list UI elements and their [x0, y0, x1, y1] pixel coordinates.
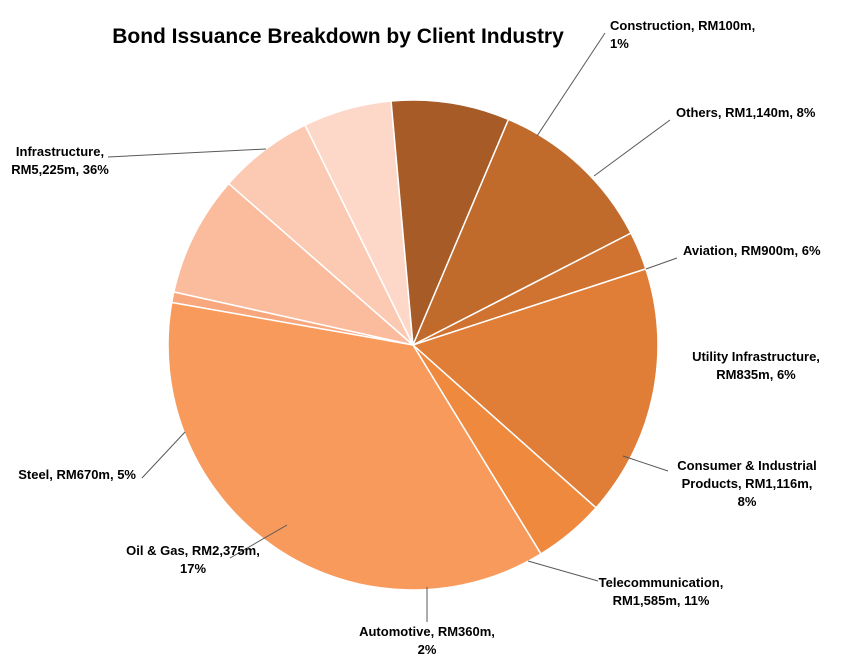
pie-slice-consumer-industrial-products [390, 99, 510, 346]
leader-line-consumer-industrial-products [622, 455, 669, 472]
data-label-line: Others, RM1,140m, 8% [676, 105, 816, 120]
data-label-line: Oil & Gas, RM2,375m, [126, 543, 260, 558]
leader-line-steel [141, 431, 186, 479]
data-label-line: Telecommunication, [599, 575, 724, 590]
data-label-line: RM1,585m, 11% [613, 593, 710, 608]
data-label-construction: Construction, RM100m, 1% [610, 18, 755, 51]
data-label-line: Infrastructure, [16, 144, 104, 159]
data-label-line: Automotive, RM360m, [359, 624, 495, 639]
leader-lines [107, 32, 678, 622]
data-label-telecommunication: Telecommunication, RM1,585m, 11% [599, 575, 724, 608]
data-label-line: Products, RM1,116m, [682, 476, 813, 491]
data-label-line: Utility Infrastructure, [692, 349, 820, 364]
data-label-automotive: Automotive, RM360m, 2% [359, 624, 495, 657]
data-label-steel: Steel, RM670m, 5% [18, 467, 136, 482]
leader-line-aviation [645, 257, 678, 270]
leader-line-construction [536, 32, 606, 137]
leader-line-oil-gas [229, 524, 288, 559]
leader-line-telecommunication [527, 560, 599, 582]
pie-slices [167, 99, 659, 591]
data-label-line: 2% [418, 642, 437, 657]
data-label-infrastructure: Infrastructure, RM5,225m, 36% [11, 144, 109, 177]
data-label-line: RM835m, 6% [716, 367, 796, 382]
data-label-line: Consumer & Industrial [677, 458, 816, 473]
data-label-oil-gas: Oil & Gas, RM2,375m, 17% [126, 543, 260, 576]
pie-slice-others [172, 182, 414, 346]
pie-slice-telecommunication [411, 118, 632, 347]
data-label-utility-infrastructure: Utility Infrastructure, RM835m, 6% [692, 349, 820, 382]
pie-slice-infrastructure [167, 301, 542, 591]
leader-line-others [593, 119, 671, 177]
data-label-line: Steel, RM670m, 5% [18, 467, 136, 482]
data-label-consumer-industrial-products: Consumer & Industrial Products, RM1,116m,… [677, 458, 816, 509]
data-label-others: Others, RM1,140m, 8% [676, 105, 816, 120]
data-label-line: 17% [180, 561, 206, 576]
data-label-line: RM5,225m, 36% [11, 162, 109, 177]
pie-slice-oil-gas [411, 267, 659, 509]
data-label-line: 1% [610, 36, 629, 51]
data-labels: Construction, RM100m, 1% Others, RM1,140m,… [11, 18, 821, 657]
data-label-line: 8% [738, 494, 757, 509]
chart-title: Bond Issuance Breakdown by Client Indust… [112, 25, 564, 48]
data-label-aviation: Aviation, RM900m, 6% [683, 243, 821, 258]
data-label-line: Construction, RM100m, [610, 18, 755, 33]
data-label-line: Aviation, RM900m, 6% [683, 243, 821, 258]
leader-line-infrastructure [107, 148, 267, 158]
